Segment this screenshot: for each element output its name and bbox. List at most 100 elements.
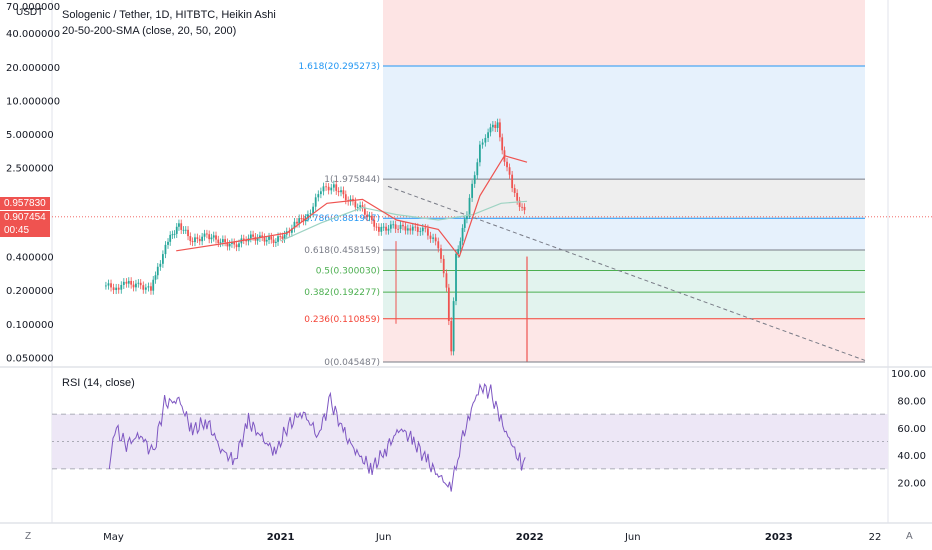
candle-body [416, 227, 419, 232]
candle-body [242, 238, 245, 241]
candle-body [340, 190, 342, 193]
indicator-legend[interactable]: 20-50-200-SMA (close, 20, 50, 200) [62, 25, 237, 37]
candle-body [175, 226, 178, 234]
candle-body [406, 228, 409, 231]
candle-body [478, 144, 481, 163]
candle-body [263, 237, 266, 242]
candle-body [399, 224, 402, 229]
candle-body [107, 283, 110, 286]
price-tag-top: 0.957830 [0, 197, 50, 210]
fib-zone-6 [383, 318, 865, 363]
candle-body [298, 218, 301, 224]
rsi-legend[interactable]: RSI (14, close) [62, 377, 135, 389]
fib-zone-1 [383, 179, 865, 219]
candle-body [426, 228, 429, 236]
candle-body [450, 320, 453, 352]
candle-body [317, 194, 320, 198]
fib-level-label-3: 0.618(0.458159) [304, 246, 380, 256]
candle-body [130, 280, 133, 285]
candle-body [283, 234, 286, 239]
candle-body [144, 287, 147, 290]
candle-body [445, 273, 448, 288]
candle-body [414, 226, 417, 228]
fib-zone-0 [383, 66, 865, 180]
candle-body [208, 234, 211, 240]
candle-body [274, 241, 277, 243]
candle-body [135, 283, 137, 288]
candle-body [491, 124, 494, 128]
candle-body [161, 254, 164, 264]
auto-scale-button[interactable]: A [906, 531, 913, 542]
fib-zone-top [383, 0, 865, 67]
candle-body [127, 280, 130, 284]
rsi-tick-label: 40.00 [897, 451, 926, 462]
candle-body [314, 197, 317, 207]
candle-body [437, 241, 440, 249]
candle-body [322, 186, 325, 192]
candle-body [496, 122, 499, 128]
time-tick-label: May [103, 532, 124, 543]
candle-body [115, 287, 118, 291]
candle-body [499, 122, 501, 138]
candle-body [309, 213, 312, 215]
candle-body [137, 282, 140, 284]
candle-body [394, 224, 397, 229]
price-tick-label: 40.000000 [6, 29, 60, 40]
candle-body [125, 281, 128, 284]
candle-body [452, 301, 455, 352]
candle-body [402, 224, 404, 227]
candle-body [335, 184, 338, 191]
candle-body [132, 284, 135, 288]
candle-body [226, 242, 229, 247]
fib-level-label-1: 1(1.975844) [324, 175, 380, 185]
candle-body [442, 258, 445, 274]
candle-body [385, 226, 387, 231]
fib-level-label-5: 0.382(0.192277) [304, 288, 380, 298]
candle-body [198, 238, 201, 242]
candle-body [377, 226, 380, 232]
candle-body [459, 241, 462, 250]
fib-level-label-2: 0.786(0.881907) [304, 214, 380, 224]
candle-body [281, 236, 284, 239]
candle-body [288, 231, 291, 233]
price-unit-label: USDT [16, 7, 44, 18]
candle-body [440, 248, 442, 259]
time-tick-label: 2023 [765, 532, 793, 543]
rsi-tick-label: 80.00 [897, 396, 926, 407]
timezone-button[interactable]: Z [25, 531, 32, 542]
fib-level-label-4: 0.5(0.300030) [316, 266, 380, 276]
time-tick-label: 22 [869, 532, 882, 543]
candle-body [506, 161, 508, 168]
candle-body [112, 287, 115, 291]
candle-body [494, 124, 497, 128]
price-tick-label: 5.000000 [6, 130, 54, 141]
candle-body [319, 191, 322, 195]
time-tick-label: Jun [375, 532, 392, 543]
price-tick-label: 0.400000 [6, 253, 54, 264]
price-tick-label: 70.000000 [6, 2, 60, 13]
candle-body [332, 184, 335, 188]
candle-body [419, 231, 422, 233]
candle-body [411, 226, 414, 231]
time-tick-label: Jun [624, 532, 641, 543]
rsi-tick-label: 60.00 [897, 424, 926, 435]
candle-body [473, 175, 476, 184]
candle-body [370, 215, 373, 220]
candle-body [468, 197, 471, 215]
candle-body [342, 190, 345, 195]
chart-title: Sologenic / Tether, 1D, HITBTC, Heikin A… [62, 9, 276, 21]
candle-body [272, 239, 275, 243]
price-tag-countdown: 00:45 [0, 224, 50, 237]
candle-body [122, 281, 125, 285]
candle-body [518, 200, 521, 207]
candle-body [203, 233, 206, 237]
candle-body [463, 219, 466, 228]
candle-body [224, 239, 227, 243]
candle-body [511, 174, 514, 189]
candle-body [366, 214, 369, 218]
candle-body [312, 206, 315, 214]
candle-body [382, 226, 385, 228]
candle-body [434, 237, 437, 242]
candle-body [487, 132, 489, 138]
